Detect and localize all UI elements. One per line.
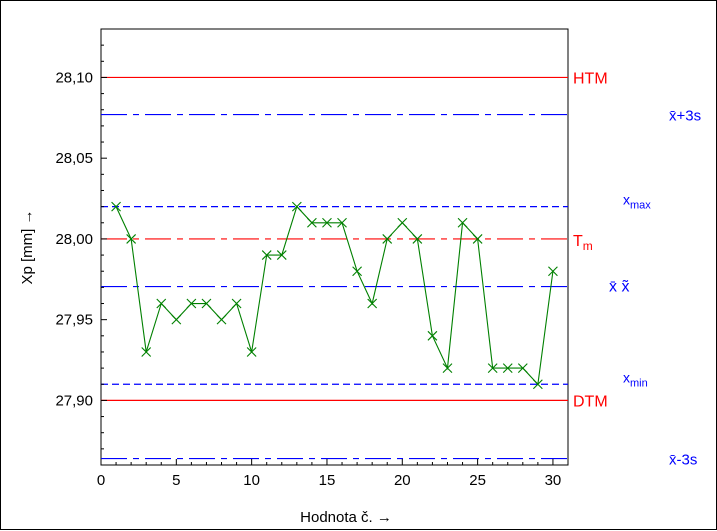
data-point	[472, 234, 483, 244]
reference-label: x̄-3s	[669, 452, 697, 469]
x-tick-label: 0	[97, 472, 105, 489]
data-point	[216, 314, 227, 325]
data-point	[457, 217, 468, 228]
y-tick-label: 27,90	[55, 392, 93, 409]
reference-label: Tm	[573, 233, 593, 253]
reference-label: x̄+3s	[669, 108, 701, 125]
data-point	[532, 379, 543, 390]
data-point	[126, 234, 137, 244]
data-point	[171, 314, 182, 325]
reference-label: xmin	[623, 369, 648, 389]
data-point	[156, 298, 167, 309]
reference-label: xmax	[623, 192, 651, 212]
data-point	[412, 234, 423, 244]
data-point	[231, 298, 242, 309]
data-point	[276, 250, 287, 260]
data-point	[186, 298, 197, 309]
x-tick-label: 5	[172, 472, 180, 489]
x-tick-label: 20	[394, 472, 411, 489]
x-axis-label: Hodnota č. →	[300, 509, 392, 526]
data-point	[442, 363, 453, 374]
x-tick-label: 15	[319, 472, 336, 489]
data-point	[201, 298, 212, 309]
data-point	[502, 363, 513, 374]
plot-area	[100, 28, 569, 466]
data-point	[352, 266, 362, 277]
y-tick-label: 28,10	[55, 69, 93, 86]
data-point	[291, 201, 302, 212]
data-point	[487, 363, 498, 374]
data-point	[548, 266, 558, 277]
data-point	[517, 363, 528, 374]
x-tick-label: 10	[243, 472, 260, 489]
y-tick-label: 27,95	[55, 312, 93, 329]
data-point	[111, 201, 121, 212]
data-point	[397, 217, 408, 228]
y-tick-label: 28,05	[55, 150, 93, 167]
x-tick-label: 30	[545, 472, 562, 489]
data-point	[367, 298, 378, 309]
data-point	[307, 217, 317, 228]
series-line	[115, 205, 554, 386]
data-point	[141, 347, 152, 357]
data-point	[322, 217, 332, 228]
data-point	[337, 217, 347, 228]
x-tick-label: 25	[469, 472, 486, 489]
data-point	[246, 347, 257, 357]
data-point	[382, 234, 393, 244]
data-point	[427, 330, 438, 341]
reference-label: DTM	[573, 393, 608, 410]
data-point	[261, 250, 272, 260]
y-axis-label: Xp [mm] →	[19, 209, 36, 284]
reference-label: x̄ x̃	[609, 279, 629, 296]
y-tick-label: 28,00	[55, 231, 93, 248]
reference-label: HTM	[573, 70, 608, 87]
